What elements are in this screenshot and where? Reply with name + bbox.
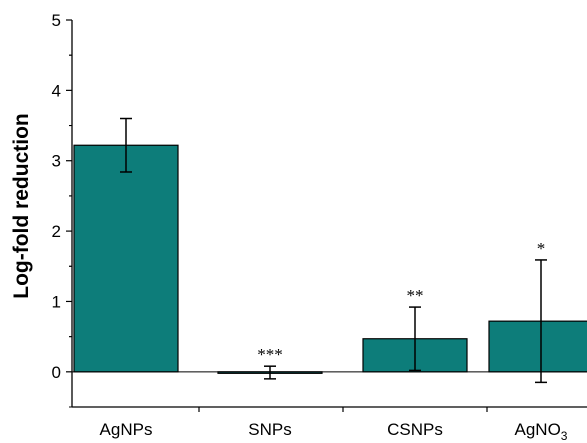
- y-axis-title: Log-fold reduction: [10, 113, 33, 298]
- y-tick-label: 4: [52, 81, 61, 100]
- y-tick-label: 1: [52, 292, 61, 311]
- x-tick-label: CSNPs: [387, 420, 443, 439]
- x-tick-label: AgNPs: [100, 420, 153, 439]
- x-tick-label: AgNO3: [515, 420, 568, 443]
- significance-marker: **: [407, 286, 424, 305]
- y-tick-label: 5: [52, 11, 61, 30]
- bar-agno3: [488, 320, 587, 373]
- significance-marker: ***: [257, 345, 283, 364]
- error-bars: [120, 117, 547, 384]
- y-tick-label: 0: [52, 363, 61, 382]
- x-tick-label: SNPs: [248, 420, 291, 439]
- y-tick-label: 3: [52, 152, 61, 171]
- y-tick-label: 2: [52, 222, 61, 241]
- significance-marker: *: [537, 239, 546, 258]
- bars: [73, 144, 587, 374]
- bar-agnps: [73, 144, 179, 373]
